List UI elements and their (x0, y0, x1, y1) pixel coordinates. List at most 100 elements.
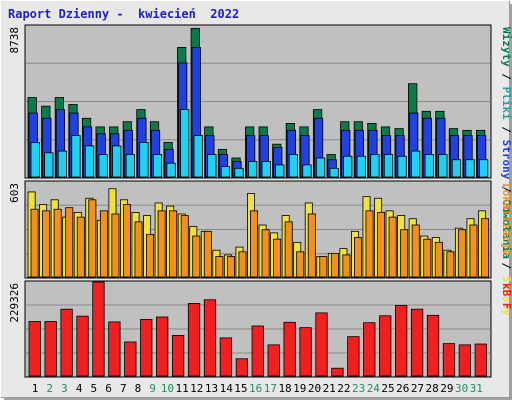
bar-kbytes (474, 343, 487, 377)
bar-pliki (112, 145, 122, 178)
bar-lokalizacje (481, 218, 490, 278)
x-tick-label: 17 (264, 382, 277, 395)
bar-lokalizacje (88, 199, 97, 278)
legend-item: Lokalizacje (500, 183, 512, 256)
bar-lokalizacje (215, 256, 224, 278)
bar-kbytes (395, 305, 408, 377)
bar-lokalizacje (469, 224, 478, 278)
bar-lokalizacje (134, 221, 143, 278)
bar-lokalizacje (434, 241, 443, 278)
bar-pliki (451, 159, 462, 178)
x-tick-label: 19 (293, 382, 306, 395)
bar-kbytes (156, 316, 169, 377)
bar-kbytes (44, 321, 57, 377)
bar-pliki (275, 164, 285, 178)
bar-lokalizacje (400, 229, 409, 278)
bar-lokalizacje (192, 235, 201, 278)
panel-middle-legend: Lokalizacje / Strony (500, 183, 512, 316)
bar-lokalizacje (203, 230, 212, 278)
bar-kbytes (363, 322, 376, 377)
panel-middle-max-label: 603 (8, 183, 21, 203)
x-tick-label: 8 (135, 382, 142, 395)
bar-lokalizacje (457, 229, 466, 278)
frame-shadow-right (510, 4, 512, 400)
bar-lokalizacje (238, 251, 247, 278)
x-tick-label: 16 (249, 382, 262, 395)
bar-lokalizacje (111, 213, 120, 278)
bar-lokalizacje (180, 215, 189, 278)
bar-lokalizacje (411, 224, 420, 278)
panel-top-max-label: 8738 (8, 27, 21, 54)
x-tick-label: 10 (161, 382, 174, 395)
panel-top: 8738 Wizyty / Pliki / Strony / Odwołania (8, 24, 512, 259)
bar-pliki (383, 154, 394, 178)
bar-pliki (98, 154, 108, 178)
bar-lokalizacje (353, 237, 362, 278)
x-tick-label: 20 (308, 382, 321, 395)
bar-pliki (424, 154, 434, 178)
panel-top-legend: Wizyty / Pliki / Strony / Odwołania (500, 27, 512, 259)
bar-pliki (220, 166, 231, 178)
panel-bottom-max-label: 229326 (8, 283, 21, 323)
x-tick-label: 23 (352, 382, 365, 395)
bar-kbytes (315, 312, 328, 377)
x-tick-label: 22 (337, 382, 350, 395)
bar-kbytes (28, 321, 41, 377)
x-tick-label: 28 (426, 382, 439, 395)
bar-pliki (302, 164, 312, 178)
legend-item: Pliki (500, 87, 512, 120)
bar-kbytes (219, 337, 233, 377)
bar-lokalizacje (42, 210, 51, 278)
bar-pliki (193, 135, 203, 178)
bar-lokalizacje (284, 221, 293, 278)
bar-lokalizacje (169, 210, 178, 278)
legend-separator: / (500, 67, 512, 87)
bar-lokalizacje (446, 251, 455, 278)
bar-lokalizacje (307, 213, 316, 278)
bar-lokalizacje (76, 216, 85, 278)
bar-lokalizacje (319, 256, 328, 278)
legend-item: Odwołania (500, 199, 512, 259)
x-tick-label: 12 (190, 382, 203, 395)
bar-kbytes (235, 358, 248, 377)
bar-kbytes (251, 325, 264, 377)
bar-pliki (261, 161, 271, 178)
bar-pliki (152, 154, 163, 178)
x-tick-label: 15 (234, 382, 247, 395)
x-tick-label: 14 (220, 382, 234, 395)
bar-pliki (71, 135, 81, 178)
bar-lokalizacje (342, 254, 351, 278)
bar-kbytes (124, 341, 137, 377)
legend-item: Wizyty (500, 27, 512, 67)
bar-pliki (465, 159, 475, 178)
bar-kbytes (267, 344, 280, 377)
x-tick-label: 11 (175, 382, 188, 395)
bar-kbytes (426, 314, 440, 377)
bar-pliki (57, 150, 68, 178)
bar-lokalizacje (30, 208, 39, 278)
x-tick-label: 13 (205, 382, 218, 395)
x-tick-label: 1 (32, 382, 39, 395)
bar-lokalizacje (296, 251, 305, 278)
bar-lokalizacje (123, 204, 131, 278)
bar-kbytes (92, 281, 105, 377)
bar-kbytes (108, 321, 121, 377)
bar-lokalizacje (226, 256, 235, 278)
x-tick-label: 5 (91, 382, 98, 395)
bar-pliki (329, 167, 339, 178)
panel-bottom-legend: kB F (500, 283, 512, 310)
x-tick-label: 3 (61, 382, 68, 395)
x-tick-label: 30 (455, 382, 468, 395)
bar-pliki (84, 145, 95, 178)
bar-pliki (479, 159, 489, 178)
bar-lokalizacje (99, 210, 108, 278)
x-tick-label: 31 (470, 382, 483, 395)
bar-kbytes (76, 315, 89, 377)
bar-kbytes (458, 344, 472, 377)
bar-kbytes (171, 335, 185, 377)
bar-kbytes (60, 308, 73, 377)
bar-lokalizacje (53, 208, 62, 278)
bar-lokalizacje (261, 229, 270, 278)
bar-kbytes (203, 299, 217, 377)
